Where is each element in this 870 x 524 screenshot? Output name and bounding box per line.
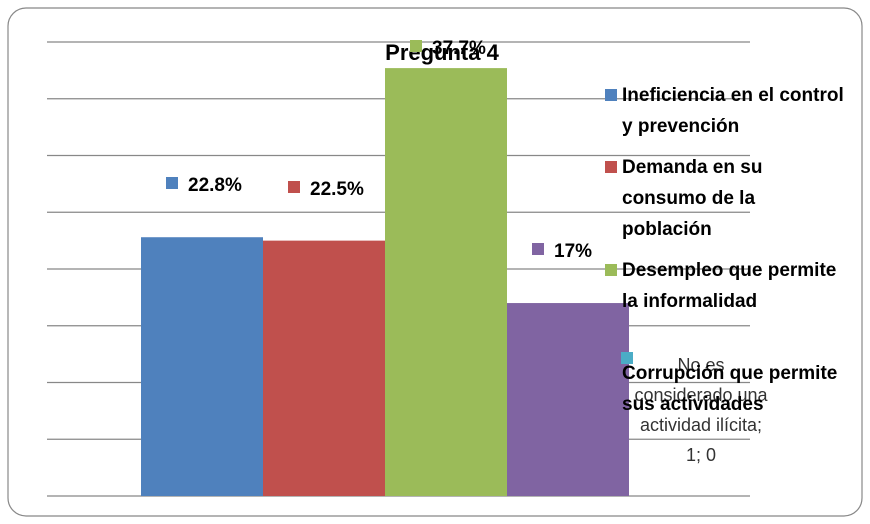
data-label-key xyxy=(532,243,544,256)
data-label: 22.5% xyxy=(288,179,364,201)
legend-key xyxy=(605,367,617,379)
legend-item: Demanda en su consumo de la población xyxy=(605,152,847,245)
legend-key xyxy=(605,161,617,173)
legend-key xyxy=(605,89,617,101)
bar xyxy=(507,303,629,496)
data-label-text: 37.7% xyxy=(432,38,486,60)
legend-item-text: Desempleo que permite la informalidad xyxy=(622,260,837,312)
data-label-key xyxy=(166,177,178,190)
legend-item: Corrupción que permite sus actividades xyxy=(605,358,847,420)
legend-item-text: Corrupción que permite sus actividades xyxy=(622,363,838,415)
data-label-key xyxy=(410,40,422,53)
data-label: 37.7% xyxy=(410,38,486,60)
legend-item: Desempleo que permite la informalidad xyxy=(605,255,847,317)
data-label: No es considerado una actividad ilícita;… xyxy=(621,350,771,470)
data-label-key xyxy=(288,180,300,193)
bar xyxy=(385,68,507,496)
data-label-text: 17% xyxy=(554,241,593,263)
data-label-key xyxy=(621,352,633,364)
data-label-text: 22.5% xyxy=(310,178,364,200)
legend-key xyxy=(605,264,617,276)
data-label: 17% xyxy=(532,241,592,263)
data-label-text: No es considerado una actividad ilícita;… xyxy=(634,355,768,465)
chart-title: Pregunta 4 xyxy=(385,40,499,65)
data-label-text: 22.8% xyxy=(188,175,242,197)
legend-item: Ineficiencia en el control y prevención xyxy=(605,80,847,142)
legend-item-text: Ineficiencia en el control y prevención xyxy=(622,85,844,137)
data-label: 22.8% xyxy=(166,175,242,197)
legend-item-text: Demanda en su consumo de la población xyxy=(622,157,763,240)
bar xyxy=(141,237,263,496)
bar xyxy=(263,240,385,496)
